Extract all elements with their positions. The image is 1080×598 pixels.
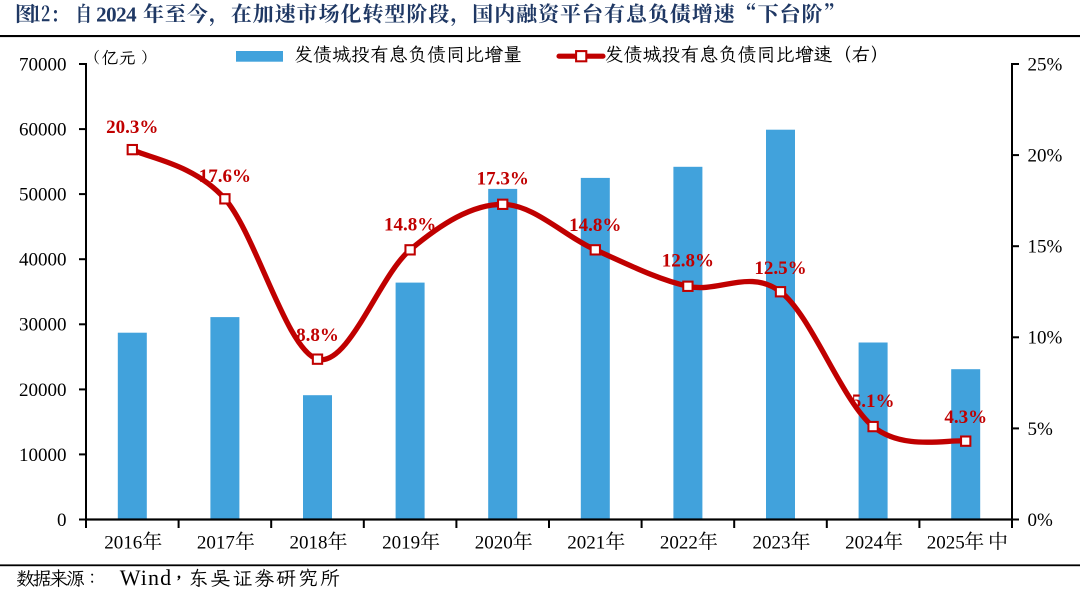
svg-text:30000: 30000 — [19, 315, 67, 336]
svg-text:20.3%: 20.3% — [106, 117, 158, 138]
svg-text:2025: 2025 — [927, 533, 965, 554]
svg-text:20%: 20% — [1028, 146, 1063, 167]
svg-text:40000: 40000 — [19, 250, 67, 271]
svg-text:17.6%: 17.6% — [199, 166, 251, 187]
svg-text:0: 0 — [57, 510, 67, 531]
svg-text:12.8%: 12.8% — [662, 250, 714, 271]
svg-text:10%: 10% — [1028, 328, 1063, 349]
svg-text:14.8%: 14.8% — [569, 215, 621, 236]
svg-text:70000: 70000 — [19, 54, 67, 75]
svg-text:60000: 60000 — [19, 120, 67, 141]
svg-text:0%: 0% — [1028, 510, 1054, 531]
svg-text:25%: 25% — [1028, 54, 1063, 75]
svg-text:2024: 2024 — [96, 2, 137, 26]
svg-text:50000: 50000 — [19, 185, 67, 206]
svg-text:15%: 15% — [1028, 237, 1063, 258]
svg-text:8.8%: 8.8% — [296, 325, 339, 346]
svg-text:20000: 20000 — [19, 380, 67, 401]
svg-text:5.1%: 5.1% — [852, 391, 895, 412]
svg-text:2017: 2017 — [197, 533, 235, 554]
svg-text:17.3%: 17.3% — [477, 168, 529, 189]
svg-text:2016: 2016 — [104, 533, 142, 554]
svg-text:10000: 10000 — [19, 445, 67, 466]
svg-text:4.3%: 4.3% — [944, 407, 987, 428]
svg-text:2019: 2019 — [382, 533, 420, 554]
svg-text:5%: 5% — [1028, 419, 1054, 440]
svg-text:Wind: Wind — [120, 565, 172, 590]
svg-text:12.5%: 12.5% — [754, 258, 806, 279]
svg-text:2023: 2023 — [753, 533, 791, 554]
svg-text:2018: 2018 — [290, 533, 328, 554]
svg-text:2024: 2024 — [845, 533, 884, 554]
svg-text:2020: 2020 — [475, 533, 513, 554]
svg-text:2022: 2022 — [660, 533, 698, 554]
svg-text:2021: 2021 — [567, 533, 605, 554]
svg-text:14.8%: 14.8% — [384, 214, 436, 235]
